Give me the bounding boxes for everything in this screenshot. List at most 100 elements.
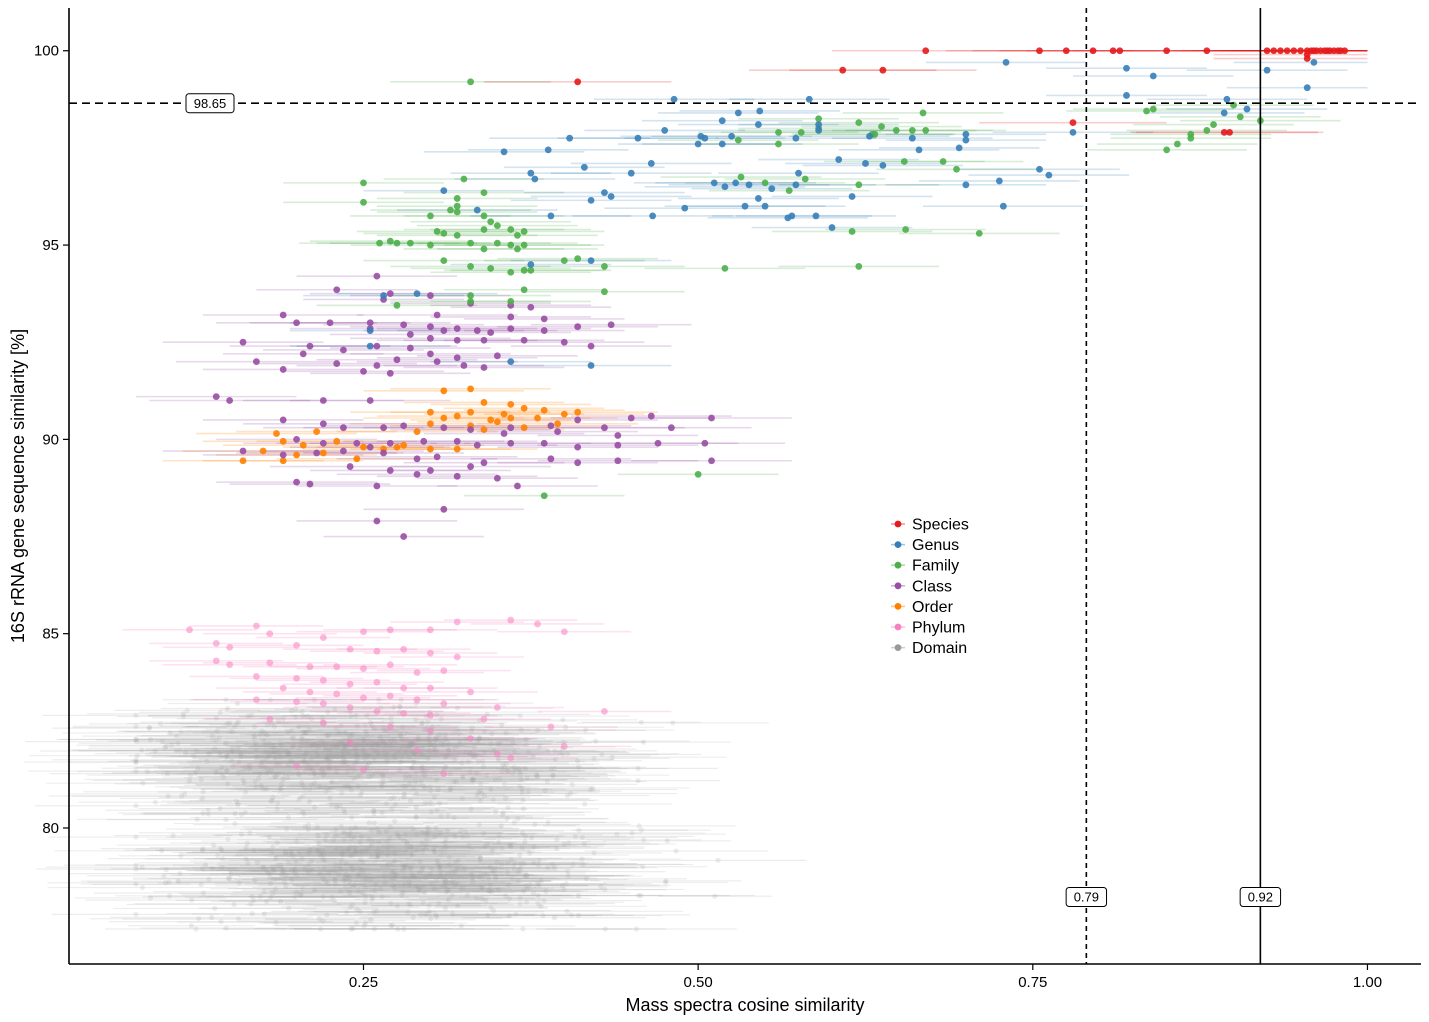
domain-point [271, 750, 278, 756]
domain-point [362, 899, 368, 905]
domain-point [265, 871, 271, 877]
phylum-point [467, 735, 474, 743]
class-point [480, 364, 488, 371]
domain-point [184, 707, 190, 714]
domain-point [518, 776, 524, 782]
phylum-point [467, 688, 474, 696]
phylum-point [212, 639, 220, 647]
domain-point [435, 786, 441, 792]
domain-point [343, 877, 349, 883]
domain-point [202, 862, 209, 868]
class-point [540, 315, 548, 323]
domain-point [552, 756, 558, 763]
domain-point [278, 781, 285, 787]
order-point [259, 447, 267, 455]
domain-point [169, 742, 175, 748]
order-point [467, 408, 474, 416]
domain-point [311, 697, 317, 703]
domain-point [296, 724, 302, 730]
domain-point [270, 890, 276, 897]
domain-point [517, 713, 523, 719]
family-point [520, 286, 528, 294]
domain-point [296, 849, 302, 855]
genus-point [587, 362, 595, 369]
domain-point [342, 743, 348, 749]
domain-point [242, 809, 248, 816]
domain-point [501, 764, 508, 770]
domain-point [380, 844, 387, 850]
domain-point [238, 753, 244, 759]
domain-point [204, 758, 210, 764]
domain-point [551, 915, 558, 921]
order-point [453, 412, 461, 420]
domain-point [419, 867, 426, 873]
domain-point [413, 717, 419, 723]
domain-point [263, 742, 269, 748]
domain-point [277, 740, 283, 746]
domain-point [355, 753, 361, 759]
family-point [460, 175, 468, 183]
class-point [319, 439, 327, 447]
domain-point [451, 814, 457, 821]
domain-point [444, 828, 450, 834]
domain-point [229, 728, 235, 734]
domain-point [536, 862, 542, 868]
domain-point [406, 882, 413, 888]
phylum-point [253, 696, 260, 704]
domain-point [278, 785, 284, 792]
domain-point [340, 852, 346, 858]
domain-point [391, 868, 397, 874]
domain-point [385, 852, 391, 858]
domain-point [200, 810, 206, 816]
domain-point [299, 855, 305, 862]
domain-point [519, 789, 525, 795]
domain-point [410, 741, 416, 747]
domain-point [403, 784, 409, 790]
domain-point [554, 836, 560, 842]
domain-point [640, 739, 647, 745]
domain-point [339, 790, 345, 796]
domain-point [285, 729, 291, 735]
domain-point [309, 767, 315, 774]
genus-point [754, 195, 762, 202]
domain-point [190, 753, 196, 759]
domain-point [552, 748, 558, 754]
domain-point [436, 900, 442, 907]
domain-point [517, 768, 523, 774]
domain-point [289, 877, 295, 883]
phylum-point [226, 661, 234, 669]
domain-point [431, 848, 437, 855]
domain-point [354, 906, 360, 913]
domain-point [306, 862, 312, 868]
domain-point [224, 705, 231, 712]
domain-point [341, 746, 347, 753]
domain-point [664, 838, 670, 844]
class-point [373, 342, 381, 350]
domain-point [262, 730, 268, 736]
domain-point [379, 784, 385, 790]
domain-point [280, 868, 286, 874]
domain-point [346, 873, 352, 880]
domain-point [499, 722, 505, 728]
family-point [939, 158, 947, 165]
genus-point [531, 175, 539, 183]
domain-point [388, 796, 394, 802]
domain-point [433, 736, 439, 742]
class-point [373, 482, 381, 490]
genus-point [815, 121, 823, 128]
domain-point [307, 786, 313, 792]
domain-point [384, 758, 390, 764]
domain-point [230, 763, 237, 769]
domain-point [383, 801, 390, 807]
domain-point [437, 873, 443, 879]
family-point [520, 266, 528, 274]
domain-point [387, 737, 394, 744]
domain-point [410, 914, 416, 920]
domain-point [544, 778, 550, 785]
domain-point [560, 717, 566, 723]
domain-point [331, 897, 337, 904]
domain-point [287, 758, 294, 764]
domain-point [360, 749, 366, 756]
domain-point [437, 830, 443, 836]
domain-point [351, 775, 357, 782]
